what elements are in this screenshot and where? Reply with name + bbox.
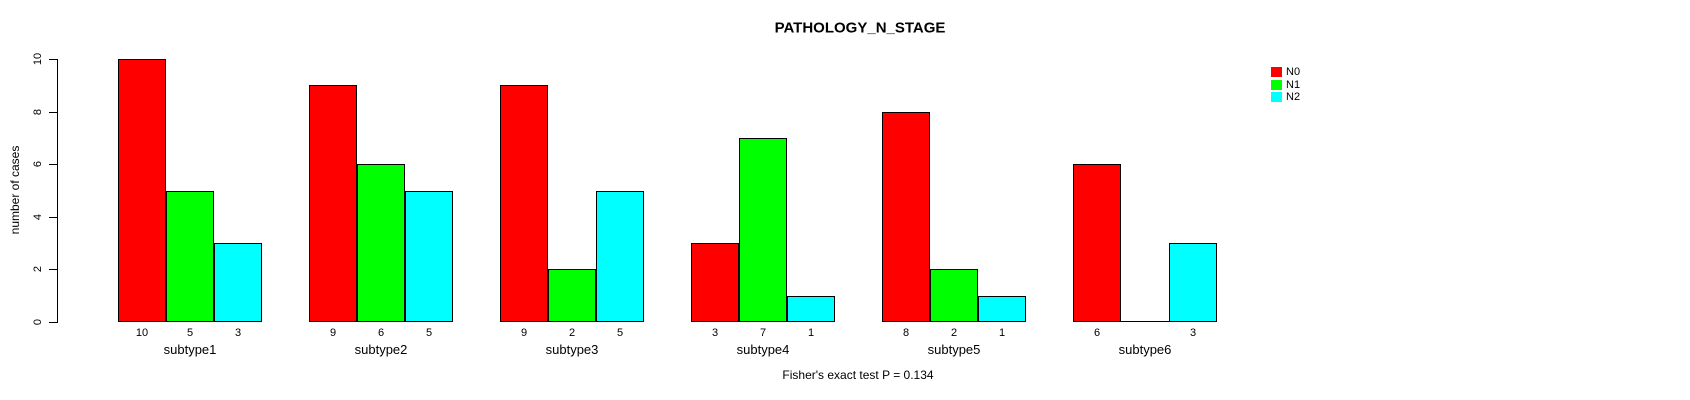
bar-value-label: 3: [1189, 327, 1197, 339]
bar-value-label: 9: [329, 327, 337, 339]
bar-N2-subtype2: [405, 190, 453, 322]
bar-N0-subtype5: [882, 111, 930, 322]
bar-N1-subtype2: [357, 164, 405, 322]
chart-title: PATHOLOGY_N_STAGE: [774, 19, 946, 37]
y-axis-tick: [49, 59, 58, 60]
legend-item-N2: N2: [1271, 91, 1300, 103]
bar-N0-subtype4: [691, 243, 739, 322]
bar-value-label: 2: [568, 327, 576, 339]
category-label-subtype6: subtype6: [1118, 342, 1172, 357]
bar-value-label: 1: [998, 327, 1006, 339]
bar-value-label: 3: [711, 327, 719, 339]
bar-N0-subtype6: [1073, 164, 1121, 322]
category-label-subtype1: subtype1: [163, 342, 217, 357]
bar-N1-subtype3: [548, 269, 596, 322]
bar-value-label: 6: [377, 327, 385, 339]
bar-value-label: 8: [902, 327, 910, 339]
legend-label: N1: [1286, 78, 1301, 91]
bar-value-label: 2: [950, 327, 958, 339]
bar-N0-subtype3: [500, 85, 548, 322]
y-axis-tick: [49, 216, 58, 218]
legend-label: N0: [1286, 66, 1301, 79]
bar-N1-subtype5: [930, 269, 978, 322]
legend-swatch-N1: [1271, 79, 1282, 90]
y-axis-tick-label: 6: [32, 161, 44, 168]
legend-swatch-N0: [1271, 67, 1282, 78]
y-axis-title: number of cases: [8, 145, 22, 235]
bar-N1-subtype6-zero: [1121, 321, 1169, 322]
category-label-subtype4: subtype4: [736, 342, 790, 357]
y-axis-tick: [49, 164, 58, 166]
bar-N2-subtype6: [1169, 243, 1217, 322]
bar-N1-subtype1: [166, 190, 214, 322]
y-axis-tick: [49, 111, 58, 113]
y-axis-tick: [49, 269, 58, 271]
bar-N1-subtype4: [739, 137, 787, 322]
category-label-subtype3: subtype3: [545, 342, 599, 357]
legend: N0 N1 N2: [1271, 66, 1300, 103]
legend-item-N1: N1: [1271, 78, 1300, 90]
bar-N2-subtype3: [596, 190, 644, 322]
legend-label: N2: [1286, 90, 1301, 103]
y-axis-tick-label: 8: [32, 108, 44, 115]
bar-N2-subtype4: [787, 295, 835, 322]
category-label-subtype2: subtype2: [354, 342, 408, 357]
y-axis-tick: [49, 322, 58, 323]
y-axis-tick-label: 0: [32, 318, 44, 326]
bar-N0-subtype1: [118, 59, 166, 322]
bar-value-label: 7: [759, 327, 767, 339]
bar-value-label: 5: [616, 327, 624, 339]
y-axis-tick-label: 10: [32, 52, 44, 66]
category-label-subtype5: subtype5: [927, 342, 981, 357]
bar-value-label: 1: [807, 327, 815, 339]
fisher-test-annotation: Fisher's exact test P = 0.134: [782, 368, 934, 382]
legend-swatch-N2: [1271, 91, 1282, 102]
bar-N2-subtype1: [214, 243, 262, 322]
y-axis-tick-label: 4: [32, 213, 44, 220]
y-axis-tick-label: 2: [32, 266, 44, 273]
legend-item-N0: N0: [1271, 66, 1300, 78]
bar-value-label: 3: [234, 327, 242, 339]
bar-value-label: 5: [425, 327, 433, 339]
bar-N2-subtype5: [978, 295, 1026, 322]
y-axis-line: [57, 59, 58, 322]
bar-value-label: 10: [135, 327, 149, 339]
bar-value-label: 6: [1093, 327, 1101, 339]
bar-N0-subtype2: [309, 85, 357, 322]
bar-value-label: 5: [186, 327, 194, 339]
bar-value-label: 9: [520, 327, 528, 339]
